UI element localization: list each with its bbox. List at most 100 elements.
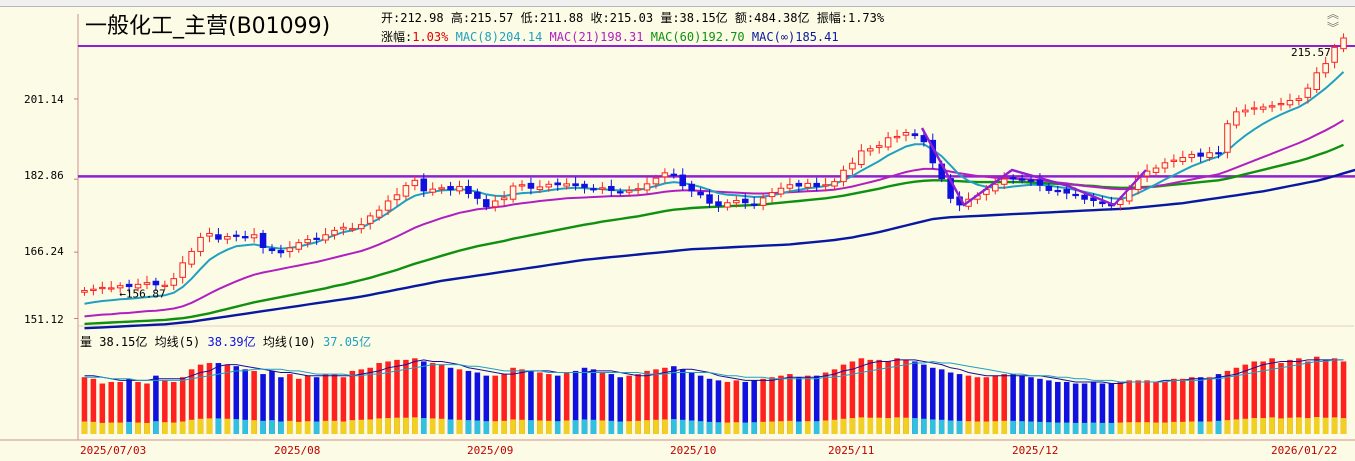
scroll-up-icon[interactable]: ︽ (1326, 7, 1339, 21)
candle-body (992, 183, 999, 192)
chart-title: 一般化工_主营(B01099) (85, 14, 331, 39)
candle-body (1063, 189, 1070, 194)
volume-bar-part (537, 420, 543, 434)
ma10-legend-value: 37.05亿 (323, 335, 372, 349)
volume-bar (813, 375, 820, 434)
volume-bar (992, 375, 999, 434)
candle-body (206, 232, 213, 237)
volume-bar-part (242, 419, 248, 434)
volume-bar (1278, 363, 1284, 434)
volume-bar-part (876, 417, 882, 434)
volume-bar (349, 370, 356, 434)
volume-bar (787, 374, 793, 434)
volume-bar (90, 378, 97, 434)
volume-bar-part (492, 421, 498, 434)
volume-bar (947, 372, 954, 434)
volume-bar-part (635, 420, 641, 434)
top-toolbar-strip (0, 0, 1355, 7)
mac21-label: MAC(21) (549, 30, 601, 44)
scroll-down-icon[interactable]: ︾ (1326, 21, 1339, 35)
macinf-value: 185.41 (795, 30, 839, 44)
volume-bar-part (1010, 420, 1016, 434)
macinf-label: MAC(∞) (751, 30, 796, 44)
candle-body (1277, 103, 1285, 106)
volume-bar-part (1055, 422, 1061, 434)
candle-body (1215, 152, 1222, 155)
volume-bar (1233, 367, 1240, 434)
candle-body (902, 132, 910, 136)
volume-bar-part (778, 421, 784, 434)
candle-body (1036, 179, 1044, 186)
volume-bar-part (385, 418, 391, 434)
volume-bar (688, 372, 695, 434)
volume-bar-part (1251, 418, 1258, 434)
volume-bar-part (1153, 422, 1159, 434)
volume-bar (144, 383, 150, 434)
volume-bar (162, 380, 168, 434)
volume-bar (742, 381, 749, 434)
volume-bar-part (394, 417, 400, 434)
candle-body (715, 201, 722, 207)
volume-bar-part (1296, 417, 1302, 434)
volume-bar (715, 380, 722, 434)
volume-bar (724, 381, 731, 434)
volume-bar-part (135, 422, 141, 434)
volume-bar (1251, 361, 1258, 434)
candle-body (90, 288, 97, 291)
volume-bar (912, 361, 918, 434)
volume-bar-part (465, 420, 472, 434)
candle-body (1000, 178, 1008, 185)
volume-bar (1055, 381, 1061, 434)
volume-bar (876, 359, 882, 434)
volume-bar-part (1197, 421, 1204, 434)
candle-body (259, 232, 267, 248)
volume-bar (233, 366, 240, 434)
volume-bar-part (796, 421, 802, 434)
candle-body (724, 202, 731, 208)
volume-bar-part (751, 422, 757, 434)
volume-bar (188, 369, 195, 434)
volume-bar (322, 374, 329, 434)
volume-bar (1180, 378, 1186, 434)
volume-bar-part (438, 418, 445, 434)
ma10-legend-label: 均线(10) (262, 335, 316, 349)
volume-bar (126, 378, 132, 434)
volume-bar-part (626, 421, 632, 434)
volume-bar-part (813, 421, 820, 434)
volume-bar-part (885, 418, 891, 434)
volume-bar-part (322, 420, 329, 434)
x-tick-label: 2025/10 (670, 444, 717, 457)
volume-bar (537, 372, 543, 434)
volume-bar-part (349, 420, 356, 434)
x-tick-label: 2025/11 (828, 444, 875, 457)
volume-bar-part (715, 422, 722, 434)
volume-bar-part (340, 421, 347, 434)
volume-bar (528, 370, 534, 434)
candle-body (1295, 98, 1303, 101)
candle-body (679, 174, 687, 187)
volume-bar (1162, 381, 1168, 434)
volume-bar-part (483, 421, 490, 434)
candle-body (188, 250, 195, 265)
candle-body (1179, 157, 1187, 162)
volume-bar (1126, 380, 1132, 434)
candle-body (215, 234, 222, 240)
candle-body (813, 182, 820, 187)
mac60-value: 192.70 (701, 30, 745, 44)
volume-bar-part (930, 419, 936, 434)
volume-bar (849, 361, 856, 434)
high-annotation: 215.57 (1291, 46, 1331, 59)
volume-bar-part (206, 418, 213, 434)
candle-body (1090, 197, 1097, 202)
x-tick-label: 2025/12 (1012, 444, 1059, 457)
volume-bar (626, 375, 632, 434)
volume-bar-part (260, 420, 266, 434)
volume-bar (304, 375, 311, 434)
volume-bar (447, 367, 454, 434)
close-label: 收: (590, 11, 610, 25)
volume-bar-part (331, 420, 338, 434)
volume-bar (1305, 361, 1311, 434)
volume-bar (858, 358, 865, 434)
candle-body (527, 182, 535, 189)
